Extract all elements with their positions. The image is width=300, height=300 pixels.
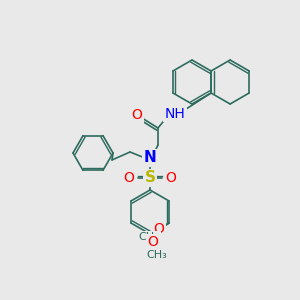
Text: O: O (124, 171, 134, 185)
Text: O: O (166, 171, 176, 185)
Text: O: O (132, 108, 142, 122)
Text: NH: NH (165, 107, 185, 121)
Text: N: N (144, 151, 156, 166)
Text: CH₃: CH₃ (139, 232, 159, 242)
Text: O: O (154, 222, 164, 236)
Text: CH₃: CH₃ (147, 250, 167, 260)
Text: S: S (145, 170, 155, 185)
Text: O: O (148, 235, 158, 249)
